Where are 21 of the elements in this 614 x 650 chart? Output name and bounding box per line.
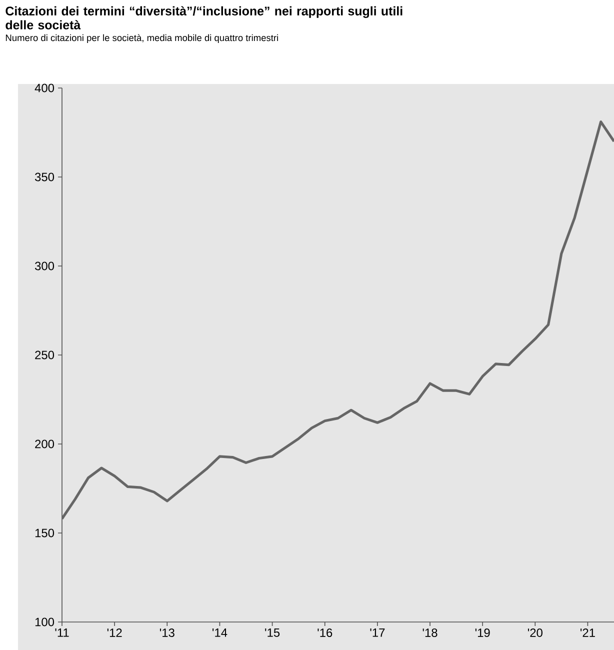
x-tick-label: '21 xyxy=(580,628,595,637)
x-tick-label: '14 xyxy=(212,628,228,637)
chart-subtitle: Numero di citazioni per le società, media mobile di quattro trimestri xyxy=(6,34,278,43)
x-tick-label: '13 xyxy=(160,628,174,637)
y-tick-label: 150 xyxy=(35,528,54,538)
x-tick-label: '11 xyxy=(55,628,69,637)
x-tick-label: '19 xyxy=(475,628,490,637)
y-tick-label: 250 xyxy=(35,350,54,360)
y-tick-label: 100 xyxy=(35,618,54,626)
y-tick-label: 400 xyxy=(34,84,54,92)
y-tick-label: 350 xyxy=(35,172,54,182)
x-tick-label: '16 xyxy=(318,628,332,637)
x-tick-label: '15 xyxy=(265,628,280,637)
x-tick-label: '20 xyxy=(528,628,542,637)
x-tick-label: '17 xyxy=(370,628,385,637)
chart-title: Citazioni dei termini “diversità”/“inclusione” nei rapporti sugli utili delle società xyxy=(6,6,402,30)
y-tick-label: 200 xyxy=(35,440,54,448)
y-tick-label: 300 xyxy=(35,262,54,270)
line-series xyxy=(62,120,614,520)
x-tick-label: '18 xyxy=(422,628,438,637)
x-tick-label: '12 xyxy=(107,628,122,637)
